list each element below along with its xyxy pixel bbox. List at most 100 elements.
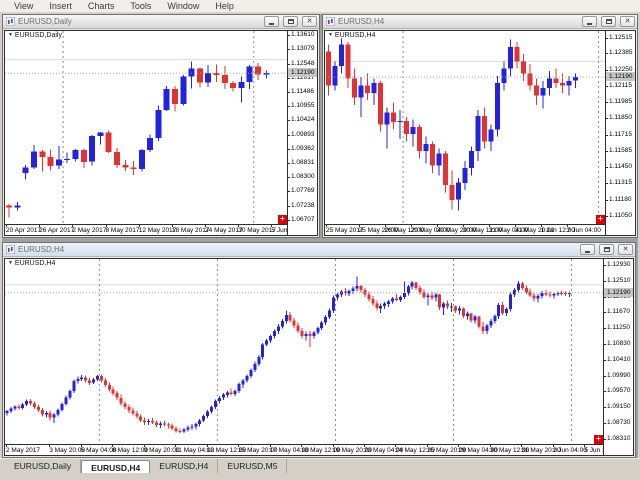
time-axis[interactable]: 2 May 2017 3 May 20:00 5 May 04:00 8 May 12…	[5, 444, 618, 455]
time-tick-label: 18 May 12:00	[301, 445, 341, 454]
maximize-icon	[603, 247, 610, 252]
price-tick-label: 1.08310	[604, 434, 631, 442]
menu-help[interactable]: Help	[215, 0, 234, 11]
time-tick-label: 2 Jun 04:00	[552, 445, 587, 454]
close-icon: ✕	[624, 18, 631, 25]
time-axis[interactable]: 20 Apr 2017 26 Apr 2017 2 May 2017 8 May 20…	[5, 224, 304, 235]
minimize-button[interactable]	[580, 244, 595, 255]
time-tick-label: 25 May 20:00	[358, 225, 398, 234]
time-tick-label: 24 May 2017	[205, 225, 243, 234]
maximize-icon	[287, 19, 294, 24]
time-tick-label: 25 May 2017	[326, 225, 364, 234]
title-bar[interactable]: EURUSD,H4 ✕	[323, 15, 637, 29]
price-tick-label: 1.13610	[288, 31, 315, 39]
close-button[interactable]: ✕	[302, 16, 317, 27]
menu-charts[interactable]: Charts	[87, 0, 115, 11]
maximize-button[interactable]	[601, 16, 616, 27]
menu-view[interactable]: View	[14, 0, 34, 11]
menu-window[interactable]: Window	[167, 0, 200, 11]
maximize-icon	[605, 19, 612, 24]
time-tick-label: 2 May 2017	[72, 225, 107, 234]
window-title: EURUSD,Daily	[18, 17, 72, 26]
maximize-button[interactable]	[599, 244, 614, 255]
minimize-button[interactable]	[582, 16, 597, 27]
tab-eurusd-daily[interactable]: EURUSD,Daily	[5, 459, 82, 473]
current-price-label: 1.12190	[606, 72, 635, 82]
close-button[interactable]: ✕	[620, 16, 635, 27]
price-tick-label: 1.13079	[288, 45, 315, 53]
price-tick-label: 1.11180	[606, 195, 632, 203]
minimize-icon	[587, 23, 592, 25]
price-tick-label: 1.12548	[288, 59, 315, 67]
price-axis[interactable]: 1.129301.125101.120901.116701.112501.108…	[603, 259, 633, 455]
time-tick-label: 23 May 04:00	[364, 445, 404, 454]
menu-tools[interactable]: Tools	[130, 0, 152, 11]
candlesticks	[6, 61, 270, 218]
chart-plot-area[interactable]: ▼ EURUSD,Daily +	[5, 31, 287, 224]
time-tick-label: 26 May 12:00	[384, 225, 424, 234]
candlesticks	[5, 276, 572, 434]
price-tick-label: 1.06707	[288, 215, 315, 223]
price-tick-label: 1.12017	[288, 73, 315, 81]
price-axis[interactable]: 1.12515 1.12385 1.12250 1.12115 1.11985 1.118…	[605, 31, 635, 235]
chart-body: ▼ EURUSD,H4 + 2 May 2017 3 May 20:00 5 May…	[4, 258, 634, 456]
time-tick-label: 18 May 2017	[171, 225, 210, 234]
period-separators	[62, 31, 255, 224]
close-icon: ✕	[622, 246, 629, 253]
period-separators	[98, 259, 572, 444]
price-tick-label: 1.11450	[606, 162, 633, 170]
window-title: EURUSD,H4	[338, 17, 385, 26]
tab-eurusd-h4-active[interactable]: EURUSD,H4	[81, 460, 151, 473]
chart-legend[interactable]: ▼ EURUSD,Daily	[8, 32, 62, 39]
price-tick-label: 1.07769	[288, 187, 315, 195]
chart-plot-area[interactable]: ▼ EURUSD,H4 +	[325, 31, 605, 224]
price-tick-label: 1.09362	[288, 144, 315, 152]
menu-insert[interactable]: Insert	[49, 0, 72, 11]
time-tick-label: 8 May 2017	[105, 225, 140, 234]
chart-legend[interactable]: ▼ EURUSD,H4	[8, 260, 55, 267]
chart-legend[interactable]: ▼ EURUSD,H4	[328, 32, 375, 39]
time-tick-label: 12 May 12:00	[206, 445, 247, 454]
price-axis[interactable]: 1.13610 1.13079 1.12548 1.12017 1.11486 1.109…	[287, 31, 317, 235]
price-tick-label: 1.08730	[604, 418, 631, 426]
title-bar[interactable]: EURUSD,H4 ✕	[3, 243, 635, 257]
price-tick-label: 1.11250	[604, 324, 631, 332]
price-tick-label: 1.09570	[604, 387, 631, 395]
price-tick-label: 1.11985	[606, 98, 633, 105]
price-tick-label: 1.08831	[288, 159, 315, 167]
time-tick-label: 31 May 20:00	[521, 445, 561, 454]
tab-eurusd-m5[interactable]: EURUSD,M5	[218, 459, 288, 473]
chart-plot-area[interactable]: ▼ EURUSD,H4 +	[5, 259, 603, 444]
legend-symbol-label: EURUSD,H4	[334, 32, 376, 39]
legend-dropdown-icon: ▼	[328, 32, 333, 38]
minimize-icon	[585, 251, 590, 253]
maximize-button[interactable]	[283, 16, 298, 27]
tab-eurusd-h4[interactable]: EURUSD,H4	[150, 459, 219, 473]
time-tick-label: 5 May 04:00	[80, 445, 117, 454]
price-tick-label: 1.11315	[606, 179, 633, 187]
time-axis[interactable]: 25 May 2017 25 May 20:00 26 May 12:00 29 Ma…	[325, 224, 605, 235]
price-tick-label: 1.12930	[604, 261, 631, 269]
period-separators	[402, 31, 599, 224]
candlestick-canvas	[5, 31, 287, 224]
time-tick-label: 30 May 12:00	[462, 225, 503, 234]
minimize-button[interactable]	[264, 16, 279, 27]
legend-dropdown-icon: ▼	[8, 32, 13, 38]
title-bar[interactable]: EURUSD,Daily ✕	[3, 15, 319, 29]
price-tick-label: 1.08300	[288, 173, 315, 181]
current-price-label: 1.12190	[288, 68, 317, 78]
price-tick-label: 1.11715	[606, 130, 633, 138]
time-tick-label: 15 May 20:00	[238, 445, 278, 454]
chart-tab-bar: EURUSD,Daily EURUSD,H4 EURUSD,H4 EURUSD,…	[0, 458, 640, 473]
time-tick-label: 25 May 20:00	[426, 445, 467, 454]
time-tick-label: 2 May 2017	[6, 445, 40, 454]
candlestick-canvas	[5, 259, 603, 444]
price-tick-label: 1.09990	[604, 371, 631, 379]
window-title: EURUSD,H4	[18, 245, 65, 254]
price-tick-label: 1.11486	[288, 88, 315, 96]
close-button[interactable]: ✕	[618, 244, 633, 255]
price-tick-label: 1.10955	[288, 102, 315, 110]
price-tick-label: 1.11850	[606, 114, 633, 122]
chart-window-icon	[6, 17, 15, 26]
current-price-label: 1.12190	[604, 287, 633, 297]
